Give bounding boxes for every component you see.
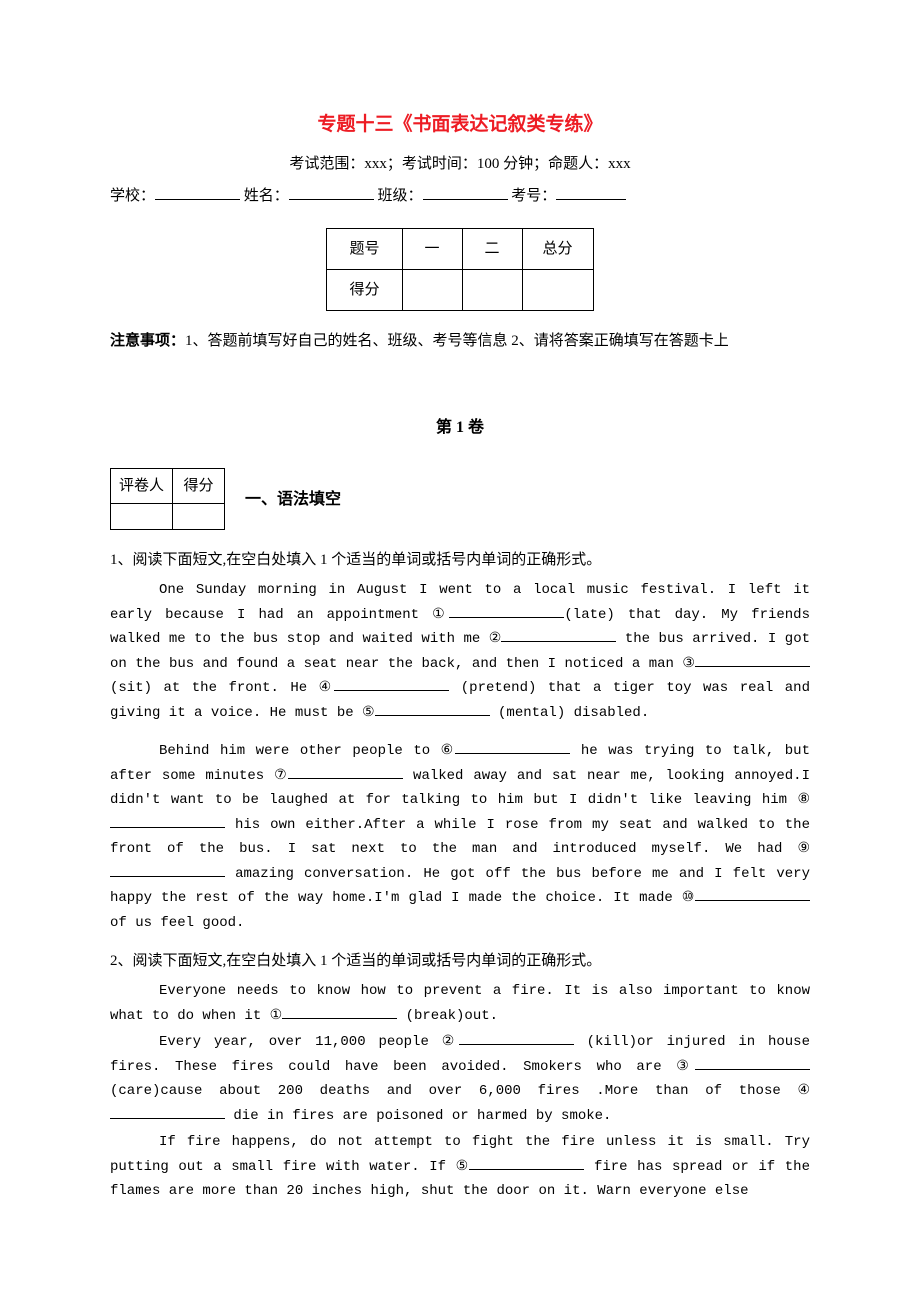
text: Behind him were other people to	[159, 743, 441, 759]
header-cell: 总分	[522, 229, 593, 270]
blank-field[interactable]	[695, 654, 810, 667]
header-cell: 二	[462, 229, 522, 270]
circled-num: ④	[797, 1083, 810, 1098]
circled-num: ⑩	[682, 890, 695, 905]
section-title: 一、语法填空	[245, 487, 341, 513]
text: (sit) at the front. He	[110, 680, 319, 696]
blank-field[interactable]	[449, 605, 564, 618]
text: of us feel good.	[110, 915, 244, 931]
grader-label: 评卷人	[111, 469, 173, 504]
text: (break)out.	[397, 1008, 498, 1024]
notice-block: 注意事项：1、答题前填写好自己的姓名、班级、考号等信息 2、请将答案正确填写在答…	[110, 329, 810, 355]
blank-field[interactable]	[282, 1006, 397, 1019]
blank-field[interactable]	[110, 864, 225, 877]
class-field[interactable]	[423, 185, 508, 200]
school-label: 学校：	[110, 188, 155, 204]
document-subtitle: 考试范围：xxx；考试时间：100 分钟；命题人：xxx	[110, 152, 810, 176]
blank-field[interactable]	[288, 766, 403, 779]
score-label: 得分	[173, 469, 225, 504]
blank-field[interactable]	[695, 1057, 810, 1070]
header-cell: 一	[402, 229, 462, 270]
blank-field[interactable]	[334, 679, 449, 692]
text: Every year, over 11,000 people	[159, 1034, 442, 1050]
circled-num: ⑤	[362, 705, 375, 720]
question-1-passage-2: Behind him were other people to ⑥ he was…	[110, 739, 810, 935]
question-2-passage-2: Every year, over 11,000 people ② (kill)o…	[110, 1030, 810, 1128]
number-field[interactable]	[556, 185, 626, 200]
blank-field[interactable]	[501, 630, 616, 643]
circled-num: ⑤	[456, 1159, 470, 1174]
blank-field[interactable]	[695, 889, 810, 902]
notice-label: 注意事项：	[110, 333, 185, 349]
score-cell[interactable]	[462, 270, 522, 311]
question-1-passage-1: One Sunday morning in August I went to a…	[110, 578, 810, 725]
text: (care)cause about 200 deaths and over 6,…	[110, 1083, 797, 1099]
circled-num: ③	[676, 1059, 695, 1074]
question-2-prompt: 2、阅读下面短文,在空白处填入 1 个适当的单词或括号内单词的正确形式。	[110, 949, 810, 973]
section-row: 评卷人 得分 一、语法填空	[110, 468, 810, 530]
class-label: 班级：	[378, 188, 423, 204]
text: die in fires are poisoned or harmed by s…	[225, 1108, 611, 1124]
school-field[interactable]	[155, 185, 240, 200]
notice-text: 1、答题前填写好自己的姓名、班级、考号等信息 2、请将答案正确填写在答题卡上	[185, 333, 729, 349]
circled-num: ②	[442, 1034, 459, 1049]
blank-field[interactable]	[375, 703, 490, 716]
score-cell[interactable]	[522, 270, 593, 311]
paper-header: 第 1 卷	[110, 415, 810, 441]
student-info-row: 学校： 姓名： 班级： 考号：	[110, 184, 810, 208]
score-cell[interactable]	[402, 270, 462, 311]
grader-table: 评卷人 得分	[110, 468, 225, 530]
circled-num: ⑥	[441, 743, 456, 758]
number-label: 考号：	[511, 188, 556, 204]
score-cell[interactable]	[173, 504, 225, 530]
blank-field[interactable]	[455, 742, 570, 755]
score-label-cell: 得分	[327, 270, 402, 311]
circled-num: ③	[682, 656, 695, 671]
circled-num: ⑦	[274, 768, 288, 783]
circled-num: ⑧	[797, 792, 810, 807]
score-table: 题号 一 二 总分 得分	[326, 228, 593, 311]
circled-num: ⑨	[797, 841, 810, 856]
blank-field[interactable]	[459, 1033, 574, 1046]
blank-field[interactable]	[469, 1157, 584, 1170]
score-table-score-row: 得分	[327, 270, 593, 311]
question-2-passage-3: If fire happens, do not attempt to fight…	[110, 1130, 810, 1204]
document-title: 专题十三《书面表达记叙类专练》	[110, 110, 810, 140]
header-cell: 题号	[327, 229, 402, 270]
text: (mental) disabled.	[490, 705, 650, 721]
blank-field[interactable]	[110, 1106, 225, 1119]
circled-num: ②	[489, 631, 502, 646]
question-2-passage-1: Everyone needs to know how to prevent a …	[110, 979, 810, 1028]
blank-field[interactable]	[110, 815, 225, 828]
name-field[interactable]	[289, 185, 374, 200]
circled-num: ④	[319, 680, 335, 695]
score-table-header-row: 题号 一 二 总分	[327, 229, 593, 270]
name-label: 姓名：	[244, 188, 289, 204]
grader-cell[interactable]	[111, 504, 173, 530]
circled-num: ①	[432, 607, 449, 622]
circled-num: ①	[270, 1008, 283, 1023]
question-1-prompt: 1、阅读下面短文,在空白处填入 1 个适当的单词或括号内单词的正确形式。	[110, 548, 810, 572]
